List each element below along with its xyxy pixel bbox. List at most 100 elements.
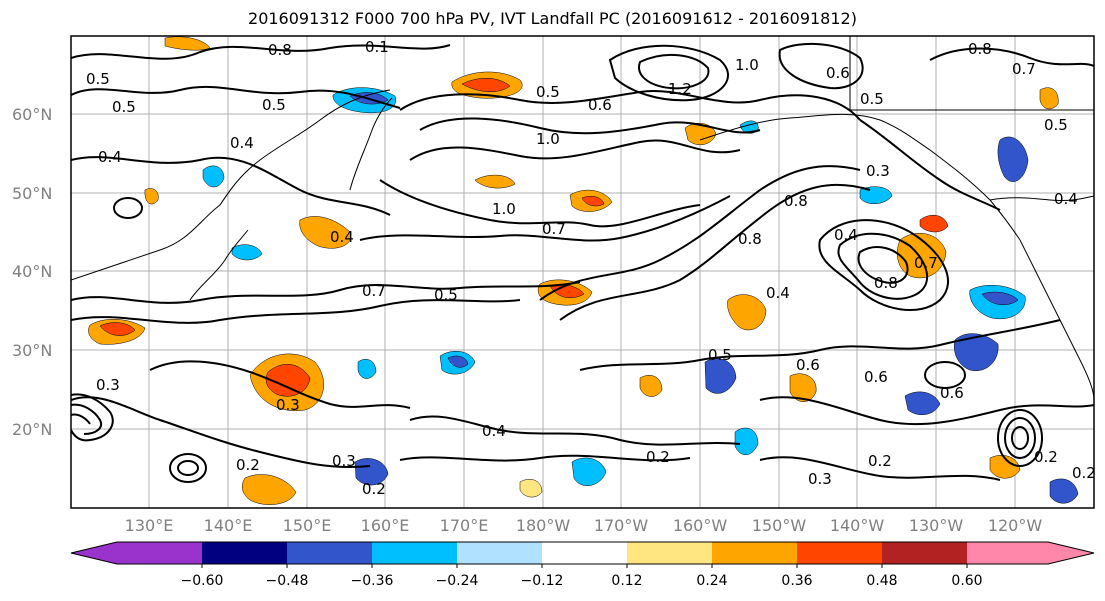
contour-label: 0.6 (826, 64, 850, 82)
contour-label: 0.8 (784, 192, 808, 210)
contour-line (71, 281, 581, 304)
colorbar-segment (372, 542, 457, 564)
anomaly-patch (299, 216, 352, 249)
contour-label: 0.4 (1054, 190, 1078, 208)
anomaly-patch (734, 427, 759, 455)
anomaly-patch (704, 358, 737, 394)
anomaly-patch (202, 165, 225, 188)
lat-label-50n: 50°N (12, 184, 52, 203)
colorbar-tick-label: 0.36 (781, 573, 812, 589)
anomaly-patch (164, 36, 211, 51)
coastline-asia (71, 89, 391, 281)
contour-line (859, 119, 1001, 211)
lat-label-40n: 40°N (12, 262, 52, 281)
contour-label: 0.5 (112, 98, 136, 116)
contour-label: 0.6 (588, 96, 612, 114)
filled-anomalies (88, 36, 1079, 505)
contour-label: 0.2 (1034, 448, 1058, 466)
contour-label: 0.5 (708, 346, 732, 364)
contour-line (177, 460, 199, 476)
anomaly-patch (1039, 87, 1059, 110)
contour-label: 0.6 (864, 368, 888, 386)
contour-label: 0.5 (86, 70, 110, 88)
lon-label: 170°E (440, 516, 489, 535)
contour-label: 0.4 (834, 226, 858, 244)
anomaly-patch (461, 78, 511, 92)
colorbar-segment (712, 542, 797, 564)
contour-line (1004, 417, 1036, 459)
colorbar-segment (627, 542, 712, 564)
lat-label-60n: 60°N (12, 105, 52, 124)
colorbar-tick-label: −0.36 (351, 573, 394, 589)
longitude-labels: 130°E 140°E 150°E 160°E 170°E 180°W 170°… (125, 516, 1043, 535)
contour-label: 0.8 (738, 230, 762, 248)
contour-labels: 0.5 0.5 0.4 0.5 0.8 0.1 0.5 0.6 1.0 1.2 … (86, 38, 1096, 498)
contour-label: 0.8 (874, 274, 898, 292)
contour-label: 0.8 (968, 40, 992, 58)
contour-line (149, 360, 411, 409)
colorbar-segment (882, 542, 967, 564)
contour-label: 0.7 (362, 282, 386, 300)
anomaly-patch (981, 291, 1019, 306)
contour-line (71, 396, 371, 469)
anomaly-patch (357, 359, 377, 379)
colorbar-segment (967, 542, 1048, 564)
contour-line (539, 165, 861, 301)
contour-label: 0.3 (866, 162, 890, 180)
pv-contours (71, 42, 1094, 483)
anomaly-patch (859, 186, 893, 204)
lon-label: 170°W (594, 516, 649, 535)
colorbar-segment (542, 542, 627, 564)
lon-label: 180°W (516, 516, 571, 535)
lat-label-30n: 30°N (12, 341, 52, 360)
contour-label: 0.5 (434, 286, 458, 304)
coastline-canada (989, 195, 1094, 201)
contour-line (924, 361, 966, 389)
contour-label: 0.5 (860, 90, 884, 108)
contour-label: 0.3 (808, 470, 832, 488)
lon-label: 160°E (361, 516, 410, 535)
colorbar-outline (70, 541, 1095, 565)
contour-label: 0.4 (98, 148, 122, 166)
contour-label: 1.0 (492, 200, 516, 218)
anomaly-patch (581, 196, 605, 207)
colorbar-tick-label: −0.60 (181, 573, 224, 589)
lon-label: 150°E (283, 516, 332, 535)
colorbar-tick-label: −0.12 (521, 573, 564, 589)
contour-label: 0.2 (236, 456, 260, 474)
anomaly-patch (242, 474, 297, 505)
anomaly-patch (354, 458, 389, 486)
anomaly-patch (231, 244, 263, 261)
coastline-kamchatka (349, 97, 393, 191)
contour-line (997, 409, 1043, 467)
lon-label: 140°E (204, 516, 253, 535)
contour-line (1011, 426, 1029, 450)
anomaly-patch (954, 333, 999, 372)
map-panel: 0.5 0.5 0.4 0.5 0.8 0.1 0.5 0.6 1.0 1.2 … (70, 35, 1096, 509)
contour-label: 0.2 (646, 448, 670, 466)
colorbar: −0.60 −0.48 −0.36 −0.24 −0.12 0.12 0.24 … (70, 541, 1095, 589)
contour-line (71, 156, 391, 216)
map-title: 2016091312 F000 700 hPa PV, IVT Landfall… (248, 9, 857, 28)
contour-line (409, 415, 741, 446)
anomaly-patch (997, 136, 1029, 182)
coastline-japan (189, 229, 249, 301)
map-frame (70, 35, 1095, 509)
lon-label: 160°W (673, 516, 728, 535)
anomaly-patch (571, 457, 607, 486)
contour-label: 0.5 (536, 83, 560, 101)
lon-label: 130°E (125, 516, 174, 535)
contour-line (71, 85, 401, 109)
contour-line (759, 456, 1001, 481)
colorbar-segment (117, 542, 202, 564)
colorbar-tick-label: 0.12 (611, 573, 642, 589)
contour-line (71, 393, 114, 442)
contour-line (759, 396, 1094, 426)
contour-label: 0.4 (330, 228, 354, 246)
contour-label: 0.7 (542, 220, 566, 238)
contour-line (857, 246, 909, 284)
contour-line (71, 403, 102, 435)
anomaly-patch (474, 174, 516, 189)
contour-label: 0.4 (230, 134, 254, 152)
